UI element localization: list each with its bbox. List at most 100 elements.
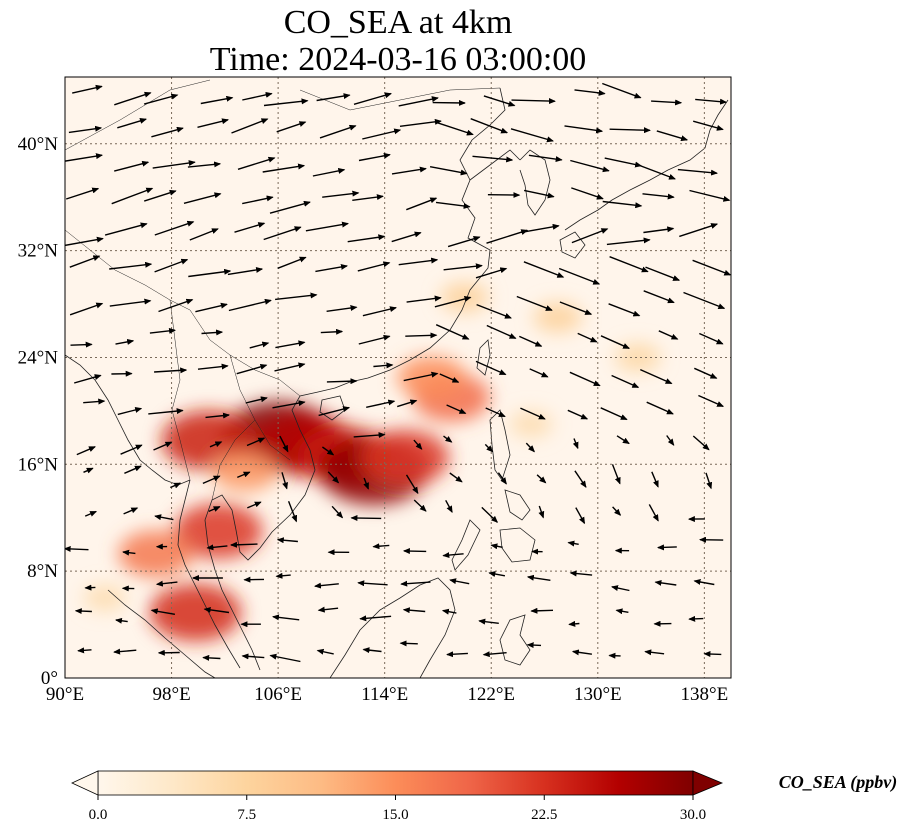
- wind-arrow: [482, 651, 507, 658]
- coastline-visayas: [504, 489, 531, 521]
- wind-arrow: [559, 301, 593, 315]
- wind-arrow: [84, 510, 98, 517]
- wind-arrow: [242, 195, 274, 205]
- wind-arrow: [429, 166, 468, 176]
- lon-tick-label: 90°E: [46, 684, 84, 705]
- wind-arrow: [201, 329, 224, 336]
- wind-arrow: [326, 378, 358, 385]
- wind-arrow: [352, 194, 384, 201]
- wind-arrow: [558, 267, 601, 285]
- wind-arrow: [274, 362, 306, 372]
- wind-arrow: [526, 574, 551, 581]
- lat-tick-label: 16°N: [18, 454, 59, 475]
- wind-arrow: [104, 222, 148, 236]
- wind-arrow: [246, 437, 266, 447]
- wind-arrow: [470, 118, 509, 134]
- wind-arrow: [281, 472, 288, 490]
- wind-arrow: [406, 295, 442, 303]
- wind-arrow: [523, 189, 555, 199]
- wind-arrow: [242, 91, 273, 101]
- wind-arrow: [405, 332, 438, 339]
- wind-arrow: [399, 118, 442, 127]
- wind-arrow: [635, 163, 676, 180]
- wind-arrow: [69, 302, 104, 316]
- wind-arrow: [434, 121, 474, 136]
- coastline-sulawesi: [499, 614, 531, 666]
- wind-arrow: [575, 507, 586, 525]
- wind-arrow: [195, 302, 228, 313]
- lon-tick-label: 138°E: [681, 684, 729, 705]
- wind-arrow: [151, 126, 184, 138]
- wind-arrow: [574, 89, 606, 96]
- wind-arrow: [249, 341, 270, 349]
- wind-arrow: [149, 327, 176, 334]
- wind-arrow: [434, 296, 472, 308]
- wind-arrow: [72, 84, 103, 94]
- coastline-mindanao: [499, 527, 536, 563]
- lon-tick-label: 98°E: [152, 684, 190, 705]
- wind-arrow: [475, 267, 508, 279]
- wind-arrow: [571, 187, 604, 200]
- wind-arrow: [209, 441, 223, 448]
- wind-arrow: [654, 579, 677, 586]
- wind-arrow: [113, 648, 137, 655]
- wind-arrow: [406, 197, 438, 211]
- wind-arrow: [692, 259, 731, 276]
- wind-arrow: [484, 443, 494, 453]
- coastline-kyushu: [559, 231, 586, 259]
- wind-arrow: [688, 615, 704, 622]
- wind-arrow: [245, 396, 268, 404]
- wind-arrow: [403, 371, 439, 382]
- wind-arrow: [441, 608, 457, 615]
- wind-arrow: [326, 305, 358, 312]
- wind-arrow: [656, 130, 689, 142]
- wind-arrow: [143, 93, 179, 105]
- lon-tick-label: 106°E: [254, 684, 302, 705]
- wind-arrow: [287, 501, 298, 523]
- wind-arrow: [608, 303, 641, 317]
- wind-arrow: [115, 617, 128, 624]
- wind-arrow: [316, 648, 334, 655]
- wind-arrow: [317, 606, 339, 613]
- wind-arrow: [666, 435, 675, 446]
- coastline-hainan: [319, 395, 346, 421]
- wind-arrow: [615, 608, 629, 615]
- wind-arrow: [572, 438, 579, 450]
- wind-arrow: [197, 363, 229, 370]
- wind-arrow: [651, 471, 659, 488]
- wind-arrow: [277, 256, 307, 269]
- wind-arrow: [228, 298, 272, 312]
- wind-arrow: [692, 435, 710, 451]
- wind-arrow: [65, 187, 100, 200]
- wind-arrow: [187, 161, 222, 168]
- wind-arrow: [358, 152, 391, 162]
- colorbar-title: CO_SEA (ppbv): [779, 772, 898, 793]
- wind-arrow: [170, 482, 182, 489]
- wind-arrow: [357, 580, 388, 587]
- wind-arrow: [526, 642, 542, 649]
- lat-tick-label: 0°: [41, 668, 58, 689]
- wind-arrow: [109, 261, 153, 270]
- wind-arrow: [612, 506, 622, 516]
- wind-arrow: [600, 407, 628, 421]
- wind-arrow: [677, 168, 718, 176]
- wind-arrow: [449, 472, 463, 483]
- wind-arrow: [197, 118, 229, 128]
- wind-arrow: [705, 472, 713, 490]
- wind-arrow: [571, 228, 609, 244]
- wind-arrow: [497, 472, 507, 485]
- wind-arrow: [202, 475, 221, 485]
- colorbar-tick-label: 7.5: [237, 807, 256, 823]
- wind-arrow: [443, 263, 483, 271]
- wind-arrow: [391, 166, 427, 175]
- wind-arrow: [227, 266, 264, 276]
- wind-arrow: [203, 606, 230, 614]
- wind-arrow: [153, 441, 173, 451]
- wind-arrow: [357, 261, 391, 272]
- wind-arrow: [510, 128, 554, 143]
- wind-arrow: [478, 618, 499, 625]
- coastline-borneo: [329, 577, 456, 678]
- wind-arrow: [483, 95, 516, 107]
- wind-arrow: [347, 234, 386, 243]
- wind-arrow: [413, 439, 423, 450]
